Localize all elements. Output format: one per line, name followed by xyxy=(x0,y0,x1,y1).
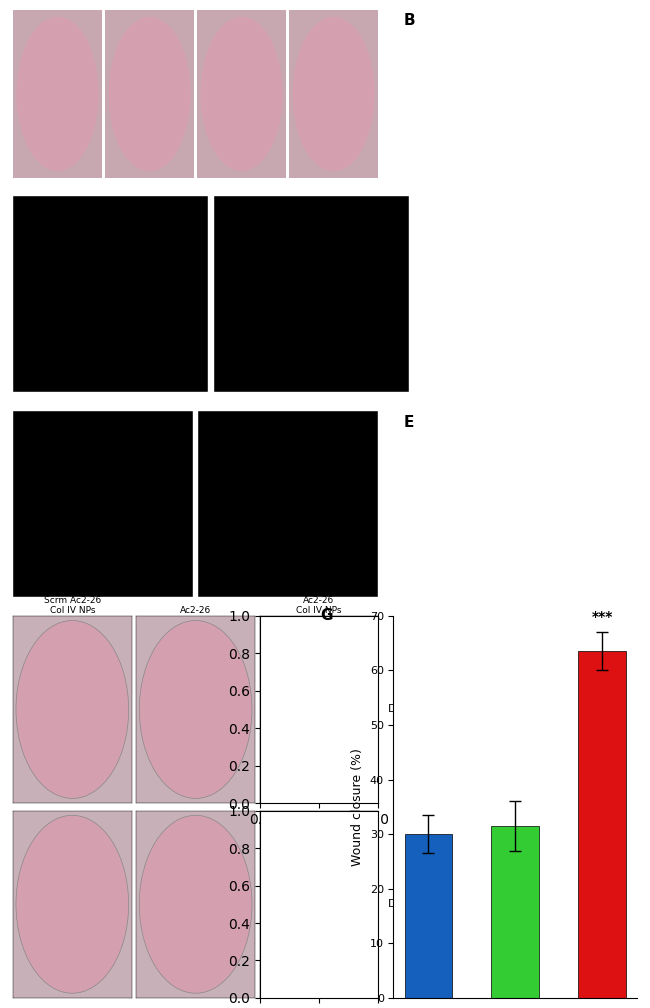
Ellipse shape xyxy=(201,17,283,171)
Text: A: A xyxy=(20,13,32,28)
Title: Scrm Ac2-26
Col IV NPs: Scrm Ac2-26 Col IV NPs xyxy=(44,596,101,615)
Ellipse shape xyxy=(263,815,375,993)
Bar xyxy=(404,835,452,998)
Text: C: C xyxy=(21,199,32,214)
Text: D: D xyxy=(20,414,33,429)
Text: G: G xyxy=(320,608,333,623)
Y-axis label: Wound closure (%): Wound closure (%) xyxy=(351,748,364,866)
Ellipse shape xyxy=(16,815,129,993)
Title: Ac2-26: Ac2-26 xyxy=(180,606,211,615)
Text: ***: *** xyxy=(592,610,613,624)
Text: Day 3: Day 3 xyxy=(388,899,421,909)
Ellipse shape xyxy=(139,621,252,798)
Ellipse shape xyxy=(139,815,252,993)
Ellipse shape xyxy=(16,17,99,171)
Text: E: E xyxy=(403,414,413,429)
Text: B: B xyxy=(403,13,415,28)
Bar xyxy=(578,651,626,998)
Ellipse shape xyxy=(292,17,374,171)
Title: Ac2-26
Col IV NPs: Ac2-26 Col IV NPs xyxy=(296,596,342,615)
Ellipse shape xyxy=(263,621,375,798)
Bar xyxy=(491,826,539,998)
Ellipse shape xyxy=(109,17,190,171)
Text: F: F xyxy=(20,624,31,638)
Text: Day 1: Day 1 xyxy=(388,705,421,715)
Ellipse shape xyxy=(16,621,129,798)
